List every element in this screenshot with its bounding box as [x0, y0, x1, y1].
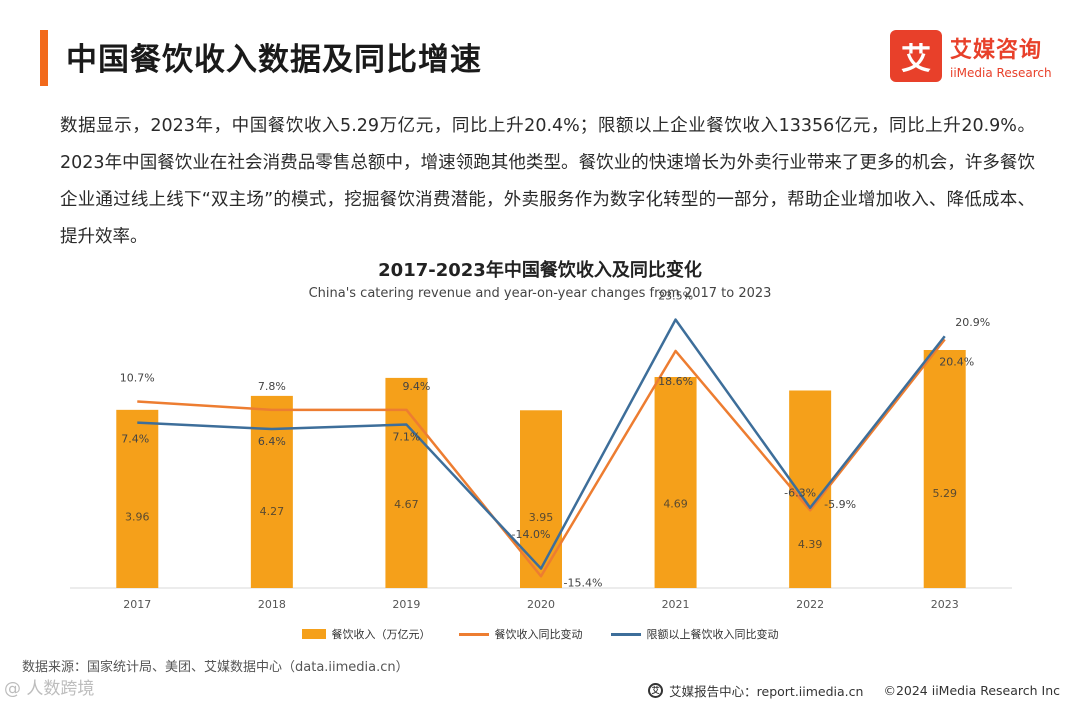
- legend-item-above-quota: 限额以上餐饮收入同比变动: [610, 626, 779, 642]
- yoy-label-2021: 18.6%: [658, 375, 693, 388]
- legend-label-above-quota: 限额以上餐饮收入同比变动: [646, 628, 779, 641]
- quota-label-2021: 23.5%: [658, 290, 693, 303]
- bar-2020: [520, 410, 562, 588]
- footer-copyright: ©2024 iiMedia Research Inc: [883, 683, 1060, 698]
- brand-text: 艾媒咨询 iiMedia Research: [950, 32, 1052, 80]
- yoy-label-2022: -6.3%: [784, 486, 816, 499]
- bar-label-2023: 5.29: [932, 487, 957, 500]
- legend-swatch-above-quota: [610, 632, 641, 636]
- bar-label-2020: 3.95: [529, 511, 554, 524]
- page-title: 中国餐饮收入数据及同比增速: [66, 42, 482, 78]
- legend-swatch-yoy: [458, 632, 489, 636]
- brand-logo-icon: 艾: [890, 30, 942, 82]
- quota-label-2017: 7.4%: [121, 433, 149, 446]
- quota-label-2018: 6.4%: [258, 435, 286, 448]
- yoy-label-2020: -14.0%: [512, 528, 551, 541]
- x-tick-2022: 2022: [796, 598, 824, 611]
- x-tick-2020: 2020: [527, 598, 555, 611]
- bar-2019: [385, 377, 428, 588]
- bar-2021: [654, 376, 697, 588]
- bar-2017: [116, 409, 159, 588]
- legend-swatch-revenue: [301, 629, 326, 639]
- footer-report-link[interactable]: 艾媒报告中心：report.iimedia.cn: [669, 684, 864, 699]
- brand-name-cn: 艾媒咨询: [950, 38, 1043, 63]
- chart-title: 2017-2023年中国餐饮收入及同比变化: [378, 260, 702, 281]
- x-tick-2018: 2018: [258, 598, 286, 611]
- quota-label-2023: 20.9%: [955, 316, 990, 329]
- x-tick-2023: 2023: [931, 598, 959, 611]
- brand: 艾 艾媒咨询 iiMedia Research: [890, 30, 1052, 82]
- legend-label-yoy: 餐饮收入同比变动: [494, 628, 583, 641]
- yoy-label-2019: 9.4%: [402, 380, 430, 393]
- quota-label-2020: -15.4%: [564, 577, 603, 590]
- chart-subtitle: China's catering revenue and year-on-yea…: [308, 286, 772, 301]
- legend-item-yoy: 餐饮收入同比变动: [458, 626, 583, 642]
- bar-label-2019: 4.67: [394, 498, 419, 511]
- bar-label-2018: 4.27: [260, 505, 285, 518]
- watermark: @ 人数跨境: [4, 679, 95, 699]
- x-tick-2019: 2019: [392, 598, 420, 611]
- bar-label-2017: 3.96: [125, 511, 150, 524]
- footer-logo-icon: 艾: [648, 683, 664, 698]
- footer: 艾 艾媒报告中心：report.iimedia.cn ©2024 iiMedia…: [648, 681, 1060, 700]
- legend-item-revenue: 餐饮收入（万亿元）: [301, 626, 431, 642]
- x-tick-2017: 2017: [123, 598, 151, 611]
- title-accent-bar: [40, 30, 48, 86]
- quota-label-2022: -5.9%: [824, 498, 856, 511]
- chart-legend: 餐饮收入（万亿元） 餐饮收入同比变动 限额以上餐饮收入同比变动: [0, 626, 1080, 642]
- legend-label-revenue: 餐饮收入（万亿元）: [331, 628, 431, 641]
- bar-label-2021: 4.69: [663, 498, 688, 511]
- yoy-label-2017: 10.7%: [120, 372, 155, 385]
- bar-2018: [250, 395, 293, 588]
- brand-name-en: iiMedia Research: [950, 66, 1052, 80]
- yoy-label-2023: 20.4%: [939, 355, 974, 368]
- source-note: 数据来源：国家统计局、美团、艾媒数据中心（data.iimedia.cn）: [22, 660, 409, 675]
- bar-2023: [923, 350, 966, 588]
- x-tick-2021: 2021: [662, 598, 690, 611]
- intro-paragraph: 数据显示，2023年，中国餐饮收入5.29万亿元，同比上升20.4%；限额以上企…: [60, 116, 1035, 247]
- bar-label-2022: 4.39: [798, 538, 823, 551]
- quota-label-2019: 7.1%: [392, 431, 420, 444]
- yoy-label-2018: 7.8%: [258, 380, 286, 393]
